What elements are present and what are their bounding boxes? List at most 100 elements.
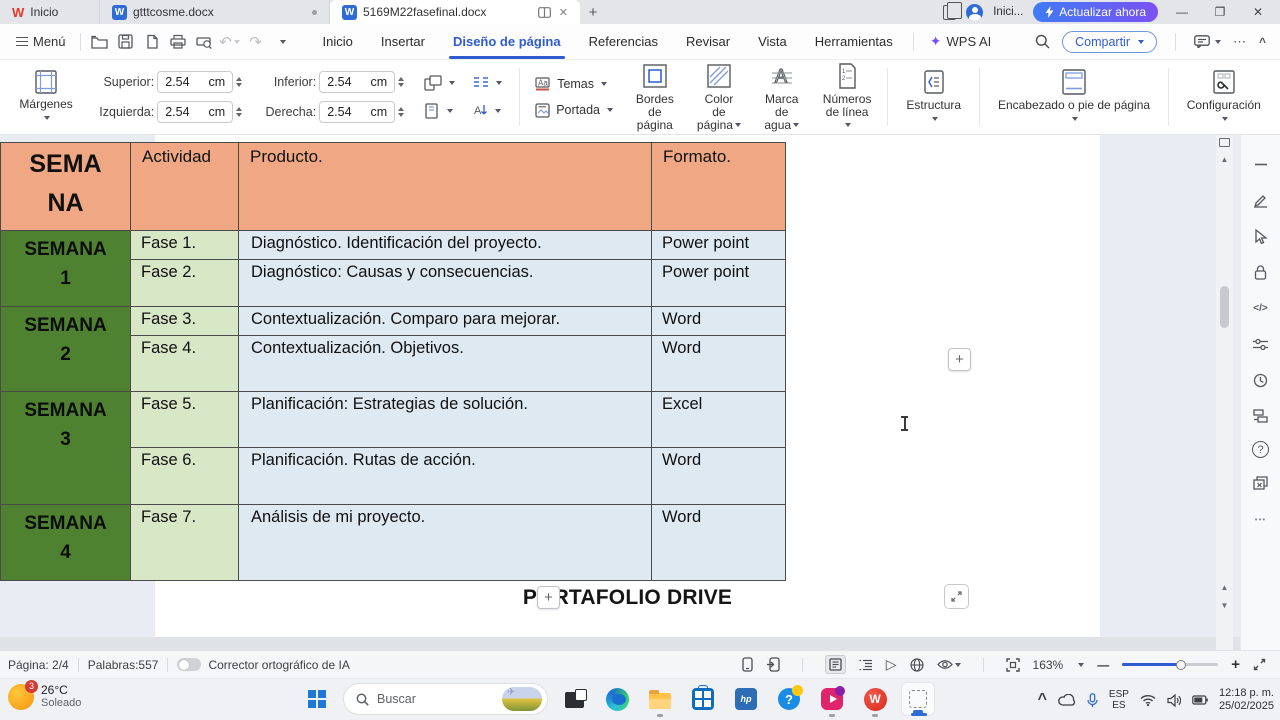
tab-vista[interactable]: Vista bbox=[758, 34, 787, 49]
producto-cell[interactable]: Planificación. Rutas de acción. bbox=[238, 447, 652, 505]
taskbar-search[interactable]: Buscar bbox=[343, 683, 548, 715]
margin-right-input[interactable]: 2.54 cm bbox=[319, 101, 396, 123]
search-icon[interactable] bbox=[1035, 34, 1050, 49]
week-2-cell[interactable]: SEMANA 2 bbox=[0, 306, 131, 392]
header-actividad[interactable]: Actividad bbox=[130, 142, 239, 231]
page-color-button[interactable]: Color de página bbox=[689, 61, 750, 134]
word-count[interactable]: Palabras:557 bbox=[87, 657, 159, 672]
more-tools-icon[interactable]: ••• bbox=[1254, 514, 1267, 524]
search-highlight-image[interactable] bbox=[502, 687, 542, 711]
tab-home[interactable]: W Inicio bbox=[0, 0, 100, 24]
formato-cell[interactable]: Word bbox=[651, 447, 786, 505]
microsoft-store-button[interactable] bbox=[686, 682, 720, 716]
edit-pen-icon[interactable] bbox=[1249, 189, 1273, 211]
clock-widget[interactable]: 12:18 p. m. 25/02/2025 bbox=[1219, 687, 1274, 713]
account-name[interactable]: Inici... bbox=[993, 6, 1024, 18]
more-options-icon[interactable]: ⋯ bbox=[1232, 33, 1247, 49]
play-presentation-icon[interactable]: ▷ bbox=[885, 656, 897, 672]
themes-button[interactable]: Aa Temas bbox=[531, 75, 617, 94]
layout-structure-icon[interactable] bbox=[1249, 405, 1273, 427]
tab-doc-5169M22fasefinal[interactable]: W 5169M22fasefinal.docx ✕ bbox=[330, 0, 580, 24]
tray-expand-icon[interactable]: ^ bbox=[1037, 691, 1047, 708]
producto-cell[interactable]: Contextualización. Comparo para mejorar. bbox=[238, 306, 652, 336]
margins-button[interactable]: Márgenes bbox=[8, 68, 84, 126]
weather-widget[interactable]: 3 26°C Soleado bbox=[8, 679, 81, 710]
tab-insertar[interactable]: Insertar bbox=[380, 34, 425, 49]
onedrive-cloud-icon[interactable] bbox=[1058, 694, 1076, 706]
print-layout-view-icon[interactable] bbox=[824, 655, 846, 674]
stepper[interactable] bbox=[398, 77, 405, 87]
stepper[interactable] bbox=[398, 107, 405, 117]
formato-cell[interactable]: Word bbox=[651, 335, 786, 392]
adjust-sliders-icon[interactable] bbox=[1249, 333, 1273, 355]
fase-cell[interactable]: Fase 6. bbox=[130, 447, 239, 505]
tab-inicio[interactable]: Inicio bbox=[322, 34, 353, 49]
zoom-out-button[interactable]: — bbox=[1097, 657, 1110, 672]
close-tab-icon[interactable]: ✕ bbox=[558, 6, 568, 19]
fase-cell[interactable]: Fase 1. bbox=[130, 230, 239, 260]
start-button[interactable] bbox=[300, 682, 334, 716]
producto-cell[interactable]: Diagnóstico: Causas y consecuencias. bbox=[238, 259, 652, 307]
tab-herramientas[interactable]: Herramientas bbox=[814, 34, 893, 49]
eye-protection-icon[interactable] bbox=[936, 659, 961, 670]
comments-icon[interactable] bbox=[1194, 35, 1221, 48]
schedule-table[interactable]: SEMANA Actividad Producto. Formato. SEMA… bbox=[0, 142, 786, 581]
header-formato[interactable]: Formato. bbox=[651, 142, 786, 231]
tab-revisar[interactable]: Revisar bbox=[685, 34, 731, 49]
print-preview-icon[interactable] bbox=[191, 30, 217, 54]
volume-icon[interactable] bbox=[1167, 693, 1181, 707]
watermark-button[interactable]: A Marca de agua bbox=[749, 61, 814, 134]
code-icon[interactable]: </> bbox=[1253, 302, 1268, 314]
orientation-button[interactable] bbox=[420, 73, 459, 93]
formato-cell[interactable]: Excel bbox=[651, 391, 786, 448]
fase-cell[interactable]: Fase 7. bbox=[130, 504, 239, 581]
formato-cell[interactable]: Word bbox=[651, 504, 786, 581]
fullscreen-icon[interactable] bbox=[1253, 658, 1266, 671]
fase-cell[interactable]: Fase 2. bbox=[130, 259, 239, 307]
account-avatar[interactable] bbox=[966, 3, 984, 21]
stepper[interactable] bbox=[236, 107, 243, 117]
formato-cell[interactable]: Power point bbox=[651, 230, 786, 260]
edge-browser-button[interactable] bbox=[600, 682, 634, 716]
zoom-level[interactable]: 163% bbox=[1032, 657, 1064, 672]
week-1-cell[interactable]: SEMANA 1 bbox=[0, 230, 131, 307]
fase-cell[interactable]: Fase 4. bbox=[130, 335, 239, 392]
hp-app-button[interactable]: hp bbox=[729, 682, 763, 716]
split-view-icon[interactable] bbox=[537, 6, 551, 18]
text-direction-button[interactable]: A bbox=[469, 101, 506, 121]
scroll-up-arrow[interactable]: ▲ bbox=[1220, 155, 1229, 164]
menu-button[interactable]: Menú bbox=[8, 34, 74, 49]
update-now-button[interactable]: Actualizar ahora bbox=[1033, 2, 1158, 22]
week-3-cell[interactable]: SEMANA 3 bbox=[0, 391, 131, 505]
next-page-button[interactable]: ▼ bbox=[1220, 601, 1229, 610]
minimize-button[interactable]: — bbox=[1176, 5, 1188, 19]
ruler-toggle-icon[interactable] bbox=[1219, 138, 1230, 147]
new-tab-button[interactable]: + bbox=[588, 3, 598, 21]
margin-bottom-input[interactable]: 2.54 cm bbox=[319, 71, 396, 93]
undo-icon[interactable]: ↶ bbox=[217, 30, 243, 54]
formato-cell[interactable]: Power point bbox=[651, 259, 786, 307]
wps-ai-button[interactable]: ✦ WPS AI bbox=[929, 33, 992, 49]
phone-sync-icon[interactable] bbox=[766, 657, 780, 672]
zoom-caret-icon[interactable] bbox=[1078, 662, 1085, 667]
week-4-cell[interactable]: SEMANA 4 bbox=[0, 504, 131, 581]
export-pdf-icon[interactable] bbox=[139, 30, 165, 54]
page-size-button[interactable] bbox=[420, 101, 459, 121]
open-file-icon[interactable] bbox=[87, 30, 113, 54]
print-icon[interactable] bbox=[165, 30, 191, 54]
stepper[interactable] bbox=[236, 77, 243, 87]
task-view-button[interactable] bbox=[557, 682, 591, 716]
lock-icon[interactable] bbox=[1249, 261, 1273, 283]
header-producto[interactable]: Producto. bbox=[238, 142, 652, 231]
zoom-slider[interactable] bbox=[1122, 659, 1219, 670]
close-document-icon[interactable] bbox=[1249, 472, 1273, 494]
producto-cell[interactable]: Planificación: Estrategias de solución. bbox=[238, 391, 652, 448]
previous-page-button[interactable]: ▲ bbox=[1220, 583, 1229, 592]
structure-button[interactable]: Estructura bbox=[895, 67, 973, 127]
tab-doc-gtttcosme[interactable]: W gtttcosme.docx bbox=[100, 0, 330, 24]
outline-view-icon[interactable] bbox=[859, 659, 873, 671]
columns-button[interactable] bbox=[469, 73, 506, 93]
zoom-slider-knob[interactable] bbox=[1176, 659, 1187, 670]
wps-office-button[interactable]: W bbox=[858, 682, 892, 717]
